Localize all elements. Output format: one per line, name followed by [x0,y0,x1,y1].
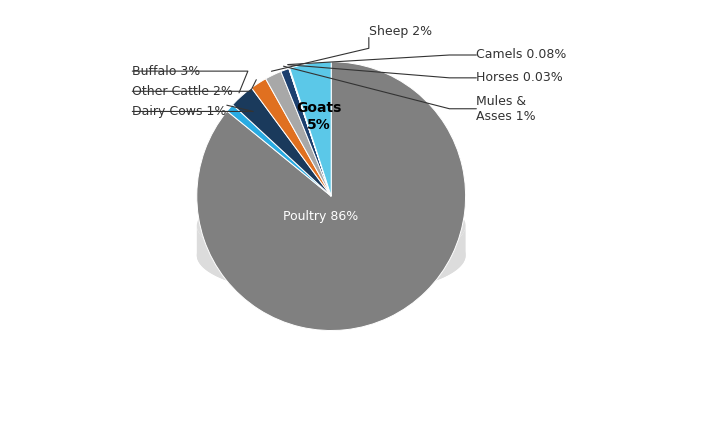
Text: Buffalo 3%: Buffalo 3% [132,65,201,78]
Text: Mules &
Asses 1%: Mules & Asses 1% [477,95,536,123]
Text: Poultry 86%: Poultry 86% [283,210,358,223]
Text: Camels 0.08%: Camels 0.08% [477,49,567,62]
Text: Horses 0.03%: Horses 0.03% [477,71,563,84]
Wedge shape [289,68,331,196]
Wedge shape [266,71,331,196]
Wedge shape [233,88,331,196]
Wedge shape [289,69,331,196]
Wedge shape [281,69,331,196]
Wedge shape [251,79,331,196]
Wedge shape [227,105,331,196]
Text: Other Cattle 2%: Other Cattle 2% [132,85,233,98]
Wedge shape [289,62,331,196]
Wedge shape [197,62,466,330]
Text: Sheep 2%: Sheep 2% [369,25,432,37]
Text: Goats
5%: Goats 5% [296,101,341,132]
Text: Dairy Cows 1%: Dairy Cows 1% [132,105,227,118]
Polygon shape [197,186,466,266]
Polygon shape [197,215,466,296]
Polygon shape [197,226,466,296]
